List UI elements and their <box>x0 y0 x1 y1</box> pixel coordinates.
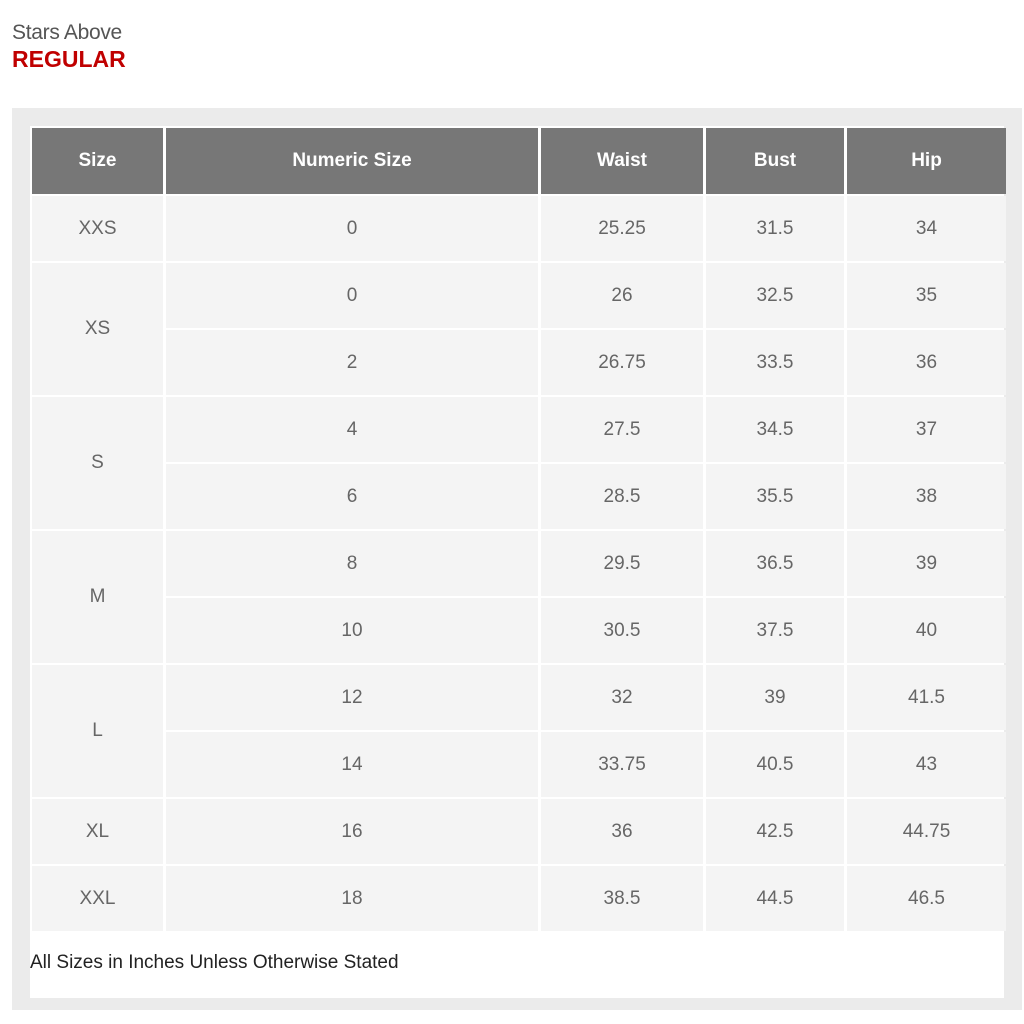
bust-cell: 34.5 <box>706 397 844 462</box>
numeric-size-cell: 12 <box>166 665 538 730</box>
waist-cell: 29.5 <box>541 531 703 596</box>
size-cell: M <box>32 531 163 663</box>
bust-cell: 33.5 <box>706 330 844 395</box>
size-cell: L <box>32 665 163 797</box>
units-note: All Sizes in Inches Unless Otherwise Sta… <box>30 952 399 973</box>
size-cell: XS <box>32 263 163 395</box>
table-row: S 4 27.5 34.5 37 <box>32 397 1006 529</box>
hip-cell: 38 <box>847 464 1006 529</box>
table-row: 2 26.75 33.5 36 <box>32 330 1006 395</box>
waist-cell: 32 <box>541 665 703 730</box>
column-header: Hip <box>847 128 1006 194</box>
waist-cell: 25.25 <box>541 196 703 261</box>
size-cell: XXL <box>32 866 163 931</box>
numeric-size-cell: 6 <box>166 464 538 529</box>
hip-cell: 35 <box>847 263 1006 328</box>
numeric-size-cell: 4 <box>166 397 538 462</box>
numeric-size-cell: 0 <box>166 196 538 261</box>
bust-cell: 37.5 <box>706 598 844 663</box>
size-chart-container: Size Numeric Size Waist Bust Hip XXS 0 25.25 31… <box>30 126 1006 998</box>
numeric-size-cell: 18 <box>166 866 538 931</box>
numeric-size-cell: 14 <box>166 732 538 797</box>
numeric-size-cell: 10 <box>166 598 538 663</box>
bust-cell: 31.5 <box>706 196 844 261</box>
bust-cell: 32.5 <box>706 263 844 328</box>
hip-cell: 44.75 <box>847 799 1006 864</box>
column-header: Numeric Size <box>166 128 538 194</box>
table-row: 14 33.75 40.5 43 <box>32 732 1006 797</box>
table-row: M 8 29.5 36.5 39 <box>32 531 1006 663</box>
waist-cell: 30.5 <box>541 598 703 663</box>
table-row: XL 16 36 42.5 44.75 <box>32 799 1006 864</box>
hip-cell: 37 <box>847 397 1006 462</box>
size-chart-panel: Size Numeric Size Waist Bust Hip XXS 0 25.25 31… <box>12 108 1022 1010</box>
numeric-size-cell: 8 <box>166 531 538 596</box>
hip-cell: 41.5 <box>847 665 1006 730</box>
header-row: Size Numeric Size Waist Bust Hip <box>32 128 1006 194</box>
bust-cell: 42.5 <box>706 799 844 864</box>
waist-cell: 26 <box>541 263 703 328</box>
brand-name: Stars Above <box>12 21 122 44</box>
bust-cell: 40.5 <box>706 732 844 797</box>
hip-cell: 34 <box>847 196 1006 261</box>
size-cell: XXS <box>32 196 163 261</box>
table-row: XXS 0 25.25 31.5 34 <box>32 196 1006 261</box>
size-cell: S <box>32 397 163 529</box>
numeric-size-cell: 2 <box>166 330 538 395</box>
column-header: Size <box>32 128 163 194</box>
hip-cell: 36 <box>847 330 1006 395</box>
waist-cell: 33.75 <box>541 732 703 797</box>
hip-cell: 43 <box>847 732 1006 797</box>
bust-cell: 39 <box>706 665 844 730</box>
waist-cell: 38.5 <box>541 866 703 931</box>
bust-cell: 36.5 <box>706 531 844 596</box>
table-row: 6 28.5 35.5 38 <box>32 464 1006 529</box>
column-header: Bust <box>706 128 844 194</box>
table-row: 10 30.5 37.5 40 <box>32 598 1006 663</box>
column-header: Waist <box>541 128 703 194</box>
bust-cell: 35.5 <box>706 464 844 529</box>
waist-cell: 28.5 <box>541 464 703 529</box>
numeric-size-cell: 16 <box>166 799 538 864</box>
hip-cell: 40 <box>847 598 1006 663</box>
table-row: XS 0 26 32.5 35 <box>32 263 1006 395</box>
waist-cell: 26.75 <box>541 330 703 395</box>
table-row: L 12 32 39 41.5 <box>32 665 1006 797</box>
numeric-size-cell: 0 <box>166 263 538 328</box>
waist-cell: 36 <box>541 799 703 864</box>
hip-cell: 39 <box>847 531 1006 596</box>
bust-cell: 44.5 <box>706 866 844 931</box>
table-row: XXL 18 38.5 44.5 46.5 <box>32 866 1006 931</box>
waist-cell: 27.5 <box>541 397 703 462</box>
fit-title: REGULAR <box>12 46 126 72</box>
hip-cell: 46.5 <box>847 866 1006 931</box>
size-chart-table: Size Numeric Size Waist Bust Hip XXS 0 25.25 31… <box>29 126 1009 933</box>
size-cell: XL <box>32 799 163 864</box>
